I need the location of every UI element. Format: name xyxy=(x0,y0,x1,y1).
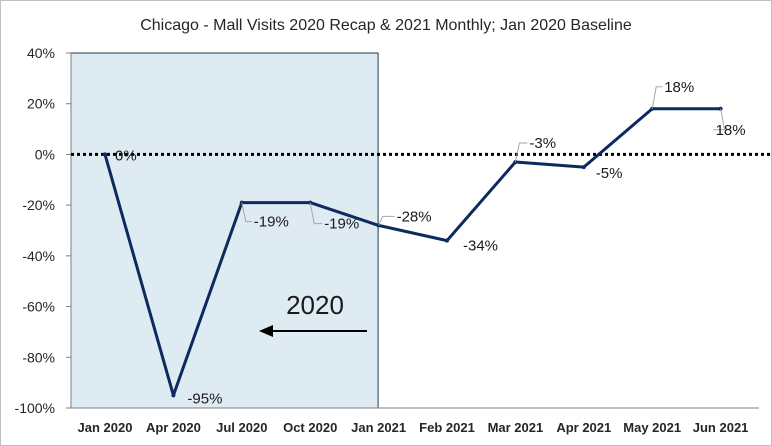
data-label: 18% xyxy=(664,79,694,96)
y-tick-label: 0% xyxy=(35,146,55,162)
series-line xyxy=(103,107,721,397)
y-tick-label: -60% xyxy=(22,299,55,315)
y-tick-label: -20% xyxy=(22,197,55,213)
annotation-2020: 2020 xyxy=(286,290,344,320)
y-tick-label: -80% xyxy=(22,349,55,365)
x-tick-label: Jul 2020 xyxy=(216,420,267,435)
y-tick-label: -100% xyxy=(15,400,55,416)
data-label-leader xyxy=(651,86,663,109)
data-label-leader xyxy=(713,108,726,131)
x-tick-label: Oct 2020 xyxy=(283,420,337,435)
data-label-leader xyxy=(241,202,252,223)
x-tick-label: Jan 2021 xyxy=(351,420,406,435)
x-tick-label: Feb 2021 xyxy=(419,420,475,435)
data-label: -19% xyxy=(254,214,289,231)
x-tick-label: Jan 2020 xyxy=(78,420,133,435)
data-label: 0% xyxy=(115,147,137,164)
chart-title: Chicago - Mall Visits 2020 Recap & 2021 … xyxy=(140,17,632,34)
y-tick-label: 20% xyxy=(27,96,55,112)
data-label: -5% xyxy=(596,165,623,182)
data-point xyxy=(581,165,586,170)
x-tick-label: Mar 2021 xyxy=(488,420,544,435)
data-point xyxy=(103,152,107,157)
y-tick-label: 40% xyxy=(27,45,55,61)
x-tick-label: May 2021 xyxy=(623,420,681,435)
data-label: -95% xyxy=(187,390,222,407)
data-label: -3% xyxy=(529,135,556,152)
y-tick-label: -40% xyxy=(22,248,55,264)
data-label: -28% xyxy=(397,208,432,225)
x-tick-label: Apr 2021 xyxy=(556,420,611,435)
annotation-arrow-head xyxy=(259,325,273,337)
x-tick-label: Jun 2021 xyxy=(693,420,749,435)
data-label: -19% xyxy=(324,216,359,233)
data-label: -34% xyxy=(463,238,498,255)
highlight-band-2020 xyxy=(70,52,379,409)
data-label-leader xyxy=(378,215,395,226)
data-label-leader xyxy=(309,202,323,225)
data-label-leader xyxy=(514,142,528,163)
data-label: 18% xyxy=(716,122,746,139)
x-tick-label: Apr 2020 xyxy=(146,420,201,435)
data-point xyxy=(445,238,449,243)
data-point xyxy=(171,393,176,398)
